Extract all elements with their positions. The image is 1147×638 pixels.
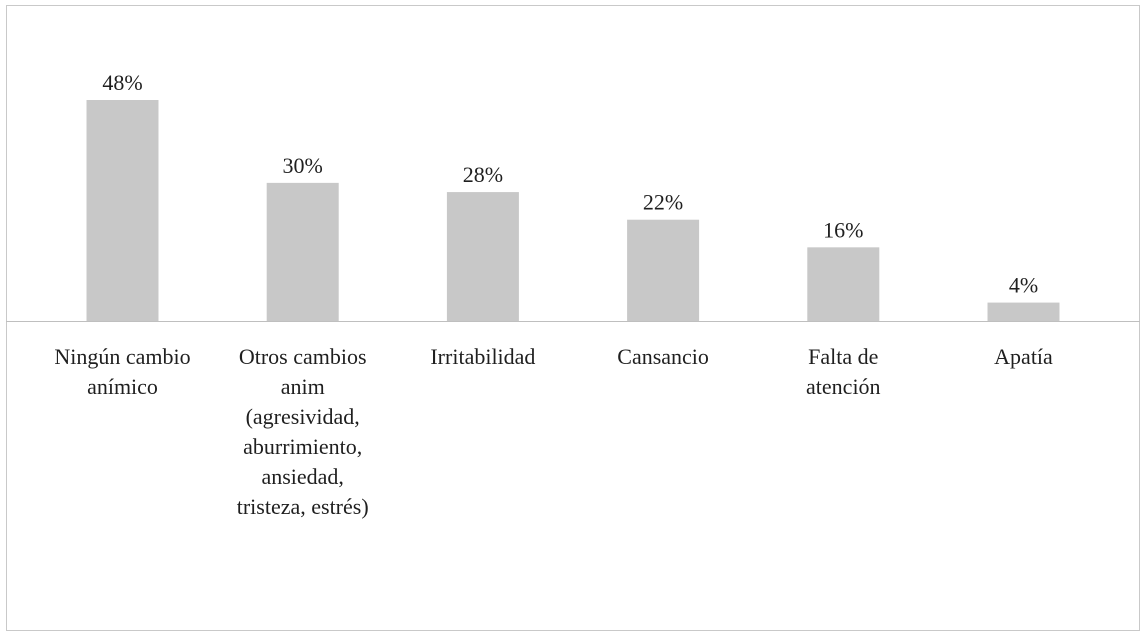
category-label-line: Irritabilidad: [430, 344, 535, 369]
category-label-line: ansiedad,: [261, 464, 343, 489]
bar-value-label-1: 30%: [283, 153, 323, 178]
bar-4: [807, 247, 880, 321]
bar-2: [446, 192, 519, 321]
category-label-5: Apatía: [994, 344, 1053, 369]
category-label-line: anímico: [87, 374, 158, 399]
bar-5: [987, 302, 1060, 321]
category-label-4: Falta de atención: [806, 344, 881, 399]
category-label-2: Irritabilidad: [430, 344, 535, 369]
category-label-line: Cansancio: [617, 344, 709, 369]
category-label-3: Cansancio: [617, 344, 709, 369]
bar-value-label-4: 16%: [823, 217, 863, 242]
bar-value-label-5: 4%: [1009, 273, 1038, 298]
bar-value-label-3: 22%: [643, 190, 683, 215]
bar-value-label-2: 28%: [463, 162, 503, 187]
category-label-line: Otros cambios: [239, 344, 367, 369]
bar-0: [86, 100, 159, 321]
category-label-line: anim: [281, 374, 325, 399]
category-label-line: (agresividad,: [246, 404, 360, 429]
category-label-line: Falta de: [808, 344, 878, 369]
bar-1: [266, 182, 339, 321]
category-label-line: Apatía: [994, 344, 1053, 369]
category-label-0: Ningún cambio anímico: [54, 344, 190, 399]
category-label-1: Otros cambios anim (agresividad, aburrimien…: [237, 344, 369, 519]
category-label-line: tristeza, estrés): [237, 494, 369, 519]
bar-value-label-0: 48%: [102, 70, 142, 95]
category-label-line: atención: [806, 374, 881, 399]
category-label-line: aburrimiento,: [243, 434, 362, 459]
chart-frame: [6, 5, 1140, 631]
bar-3: [627, 219, 700, 321]
category-label-line: Ningún cambio: [54, 344, 190, 369]
